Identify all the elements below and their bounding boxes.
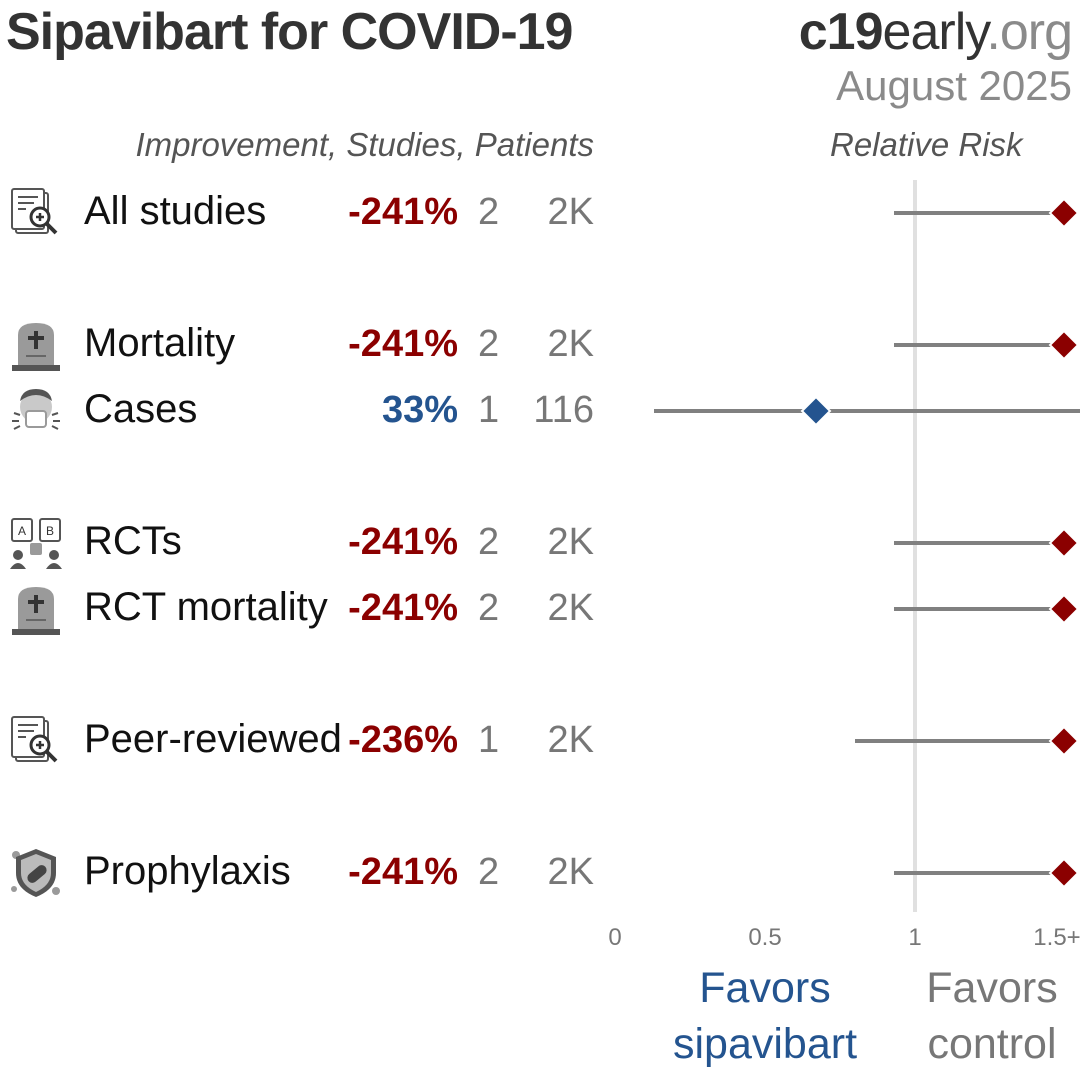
row-label: Peer-reviewed bbox=[84, 717, 342, 761]
point-estimate-marker bbox=[1048, 197, 1080, 229]
improvement-value: -241% bbox=[348, 851, 458, 893]
improvement-value: -236% bbox=[348, 719, 458, 761]
svg-text:A: A bbox=[18, 524, 26, 538]
patients-count: 2K bbox=[547, 521, 594, 563]
shield-virus-icon bbox=[8, 845, 64, 901]
page-title: Sipavibart for COVID-19 bbox=[6, 3, 573, 61]
improvement-value: 33% bbox=[381, 389, 458, 431]
x-tick-label: 1 bbox=[908, 924, 921, 951]
row-label: Cases bbox=[84, 387, 198, 431]
document-magnifier-icon bbox=[8, 185, 64, 241]
studies-count: 2 bbox=[478, 851, 500, 893]
point-estimate-marker bbox=[1048, 725, 1080, 757]
favors-left-line1: Favors bbox=[699, 964, 831, 1012]
brand-part-tail: .org bbox=[986, 3, 1073, 61]
x-tick-label: 0.5 bbox=[748, 924, 781, 951]
studies-count: 2 bbox=[478, 323, 500, 365]
row-label: All studies bbox=[84, 189, 267, 233]
point-estimate-marker bbox=[1048, 329, 1080, 361]
point-estimate-marker bbox=[800, 395, 832, 427]
studies-count: 2 bbox=[478, 587, 500, 629]
favors-sipavibart-label: Favors sipavibart bbox=[660, 960, 870, 1072]
sneezing-person-icon bbox=[8, 383, 64, 439]
favors-left-line2: sipavibart bbox=[672, 1020, 858, 1068]
improvement-value: -241% bbox=[348, 323, 458, 365]
patients-count: 2K bbox=[547, 719, 594, 761]
study-row: A B RCTs -241% 2 2K bbox=[0, 513, 620, 573]
improvement-value: -241% bbox=[348, 587, 458, 629]
study-row: Mortality -241% 2 2K bbox=[0, 315, 620, 375]
row-label: RCT mortality bbox=[84, 585, 328, 629]
patients-count: 2K bbox=[547, 323, 594, 365]
patients-count: 2K bbox=[547, 851, 594, 893]
improvement-value: -241% bbox=[348, 521, 458, 563]
point-estimate-marker bbox=[1048, 593, 1080, 625]
x-tick-label: 1.5+ bbox=[1033, 924, 1080, 951]
study-row: Prophylaxis -241% 2 2K bbox=[0, 843, 620, 903]
improvement-value: -241% bbox=[348, 191, 458, 233]
favors-right-line2: control bbox=[927, 1020, 1057, 1068]
svg-text:B: B bbox=[46, 524, 54, 538]
tombstone-icon bbox=[8, 581, 64, 637]
brand-part-bold: c19 bbox=[798, 3, 884, 61]
columns-header: Improvement, Studies, Patients bbox=[135, 126, 594, 163]
point-estimate-marker bbox=[1048, 527, 1080, 559]
studies-count: 2 bbox=[478, 191, 500, 233]
study-row: All studies -241% 2 2K bbox=[0, 183, 620, 243]
patients-count: 2K bbox=[547, 191, 594, 233]
publication-date: August 2025 bbox=[836, 62, 1072, 109]
tombstone-icon bbox=[8, 317, 64, 373]
row-label: RCTs bbox=[84, 519, 182, 563]
document-magnifier-icon bbox=[8, 713, 64, 769]
relative-risk-header: Relative Risk bbox=[830, 126, 1023, 163]
point-estimate-marker bbox=[1048, 857, 1080, 889]
brand-logo: c19early.org bbox=[798, 2, 1073, 62]
brand-part-mid: early bbox=[882, 3, 988, 61]
studies-count: 2 bbox=[478, 521, 500, 563]
study-row: Cases 33% 1 116 bbox=[0, 381, 620, 441]
row-label: Prophylaxis bbox=[84, 849, 291, 893]
study-row: Peer-reviewed -236% 1 2K bbox=[0, 711, 620, 771]
study-row: RCT mortality -241% 2 2K bbox=[0, 579, 620, 639]
favors-control-label: Favors control bbox=[900, 960, 1080, 1072]
patients-count: 2K bbox=[547, 587, 594, 629]
patients-count: 116 bbox=[533, 389, 594, 431]
favors-right-line1: Favors bbox=[926, 964, 1058, 1012]
x-tick-label: 0 bbox=[608, 924, 621, 951]
studies-count: 1 bbox=[478, 719, 500, 761]
row-label: Mortality bbox=[84, 321, 236, 365]
studies-count: 1 bbox=[478, 389, 500, 431]
